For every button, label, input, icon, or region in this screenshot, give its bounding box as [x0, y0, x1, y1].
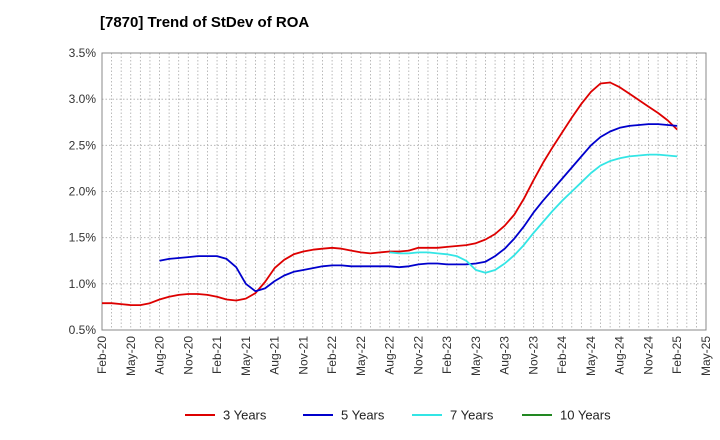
legend: 3 Years 5 Years 7 Years 10 Years	[185, 408, 611, 423]
x-tick-label: Feb-20	[95, 336, 109, 374]
legend-label: 3 Years	[223, 408, 267, 423]
x-tick-label: Aug-22	[383, 336, 397, 375]
y-tick-label: 3.5%	[69, 46, 97, 60]
y-tick-label: 3.0%	[69, 92, 97, 106]
x-tick-label: May-25	[699, 336, 713, 376]
y-tick-label: 0.5%	[69, 323, 97, 337]
x-tick-label: Feb-24	[555, 336, 569, 374]
series-line-3-years	[102, 81, 678, 307]
y-axis: 0.5% 1.0% 1.5% 2.0% 2.5% 3.0% 3.5%	[69, 46, 97, 337]
series-line-5-years	[159, 123, 678, 293]
x-tick-label: Nov-22	[411, 336, 425, 375]
chart-title: [7870] Trend of StDev of ROA	[100, 14, 310, 31]
x-tick-label: May-21	[239, 336, 253, 376]
x-tick-label: Nov-20	[181, 336, 195, 375]
x-tick-label: Nov-24	[641, 336, 655, 375]
y-tick-label: 1.0%	[69, 277, 97, 291]
legend-label: 10 Years	[560, 408, 611, 423]
x-tick-label: Aug-20	[153, 336, 167, 375]
x-tick-label: Feb-23	[440, 336, 454, 374]
x-tick-label: May-20	[124, 336, 138, 376]
x-tick-label: Aug-21	[268, 336, 282, 375]
x-tick-label: Feb-22	[325, 336, 339, 374]
x-tick-label: Feb-25	[670, 336, 684, 374]
y-tick-label: 2.5%	[69, 138, 97, 152]
y-tick-label: 1.5%	[69, 231, 97, 245]
x-tick-label: May-22	[354, 336, 368, 376]
x-tick-label: Feb-21	[210, 336, 224, 374]
x-tick-label: May-23	[469, 336, 483, 376]
legend-label: 5 Years	[341, 408, 385, 423]
y-tick-label: 2.0%	[69, 185, 97, 199]
x-tick-label: May-24	[584, 336, 598, 376]
legend-label: 7 Years	[450, 408, 494, 423]
x-tick-label: Aug-23	[498, 336, 512, 375]
series-layer	[102, 81, 678, 307]
x-tick-label: Nov-23	[526, 336, 540, 375]
grid	[101, 52, 707, 331]
plot-border	[101, 52, 707, 331]
x-axis: Feb-20 May-20 Aug-20 Nov-20 Feb-21 May-21 Aug-…	[95, 336, 713, 376]
x-tick-label: Aug-24	[613, 336, 627, 375]
x-tick-label: Nov-21	[296, 336, 310, 375]
series-line-7-years	[389, 153, 678, 274]
